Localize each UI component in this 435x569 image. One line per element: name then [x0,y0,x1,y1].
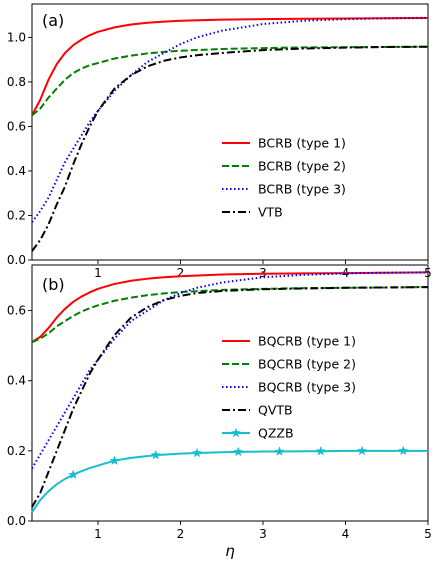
panel-b: 1 2 3 4 50.00.20.40.6 (b) BQCRB (type 1)BQCR… [7,264,432,541]
panel-b-frame [31,264,429,522]
panel-b-series-marker-5 [233,446,244,457]
panel-a-y-tick-label: 0.0 [7,253,26,267]
panel-a-series-line-4 [31,45,429,252]
panel-b-legend: BQCRB (type 1) BQCRB (type 2) BQCRB (type … [222,334,356,441]
panel-b-series [31,271,429,513]
panel-b-series-marker-5 [356,445,368,456]
x-axis-title: η [225,542,235,560]
panel-b-x-tick-label: 4 [342,527,350,541]
panel-b-series-marker-5 [191,447,203,458]
panel-a-y-tick-label: 0.4 [7,164,26,178]
panel-b-x-tick-label: 2 [177,527,185,541]
panel-a-y-tick-label: 0.6 [7,119,26,133]
panel-b-series-marker-5 [315,445,326,456]
panel-a-legend-label-3: BCRB (type 3) [258,182,346,197]
panel-a-series-line-2 [31,45,429,117]
panel-b-legend-label-5: QZZB [258,426,294,441]
panel-a-legend-label-2: BCRB (type 2) [258,159,346,174]
panel-b-legend-label-3: BQCRB (type 3) [258,380,356,395]
panel-a-series [31,16,429,252]
panel-a-x-tick-label: 1 [94,266,102,280]
panel-a-y-tick-label: 1.0 [7,30,26,44]
panel-a-frame [31,3,429,261]
panel-b-y-tick-label: 0.4 [7,374,26,388]
panel-b-y-tick-label: 0.6 [7,304,26,318]
panel-b-x-tick-label: 1 [94,527,102,541]
panel-b-y-tick-label: 0.0 [7,514,26,528]
panel-a-y-tick-label: 0.8 [7,75,26,89]
panel-a-x-tick-label: 2 [177,266,185,280]
panel-a-legend-label-1: BCRB (type 1) [258,136,346,151]
panel-b-series-marker-5 [150,449,161,460]
panel-a-y-tick-label: 0.2 [7,208,26,222]
panel-b-series-marker-5 [398,445,409,456]
panel-b-label: (b) [42,275,65,294]
panel-b-series-line-1 [31,271,429,343]
panel-b-legend-label-4: QVTB [258,403,293,418]
panel-a-series-line-1 [31,17,429,116]
panel-b-series-marker-5 [109,455,120,465]
panel-b-series-line-5 [31,449,428,513]
panel-b-x-tick-label: 3 [259,527,267,541]
panel-b-legend-marker-5 [230,427,242,438]
panel-b-legend-label-2: BQCRB (type 2) [258,357,356,372]
panel-b-ticks: 1 2 3 4 5 0.0 0.2 0.4 0.6 [7,304,432,541]
panel-a-legend: BCRB (type 1) BCRB (type 2) BCRB (type 3) V… [222,136,346,220]
panel-b-series-marker-5 [274,446,285,456]
panel-b-legend-label-1: BQCRB (type 1) [258,334,356,349]
panel-a-label: (a) [42,11,64,30]
panel-b-x-tick-label: 5 [424,527,432,541]
panel-b-series-marker-5 [68,469,79,480]
panel-b-y-tick-label: 0.2 [7,444,26,458]
panel-a-legend-label-4: VTB [258,205,283,220]
panel-b-series-line-4 [31,286,429,508]
